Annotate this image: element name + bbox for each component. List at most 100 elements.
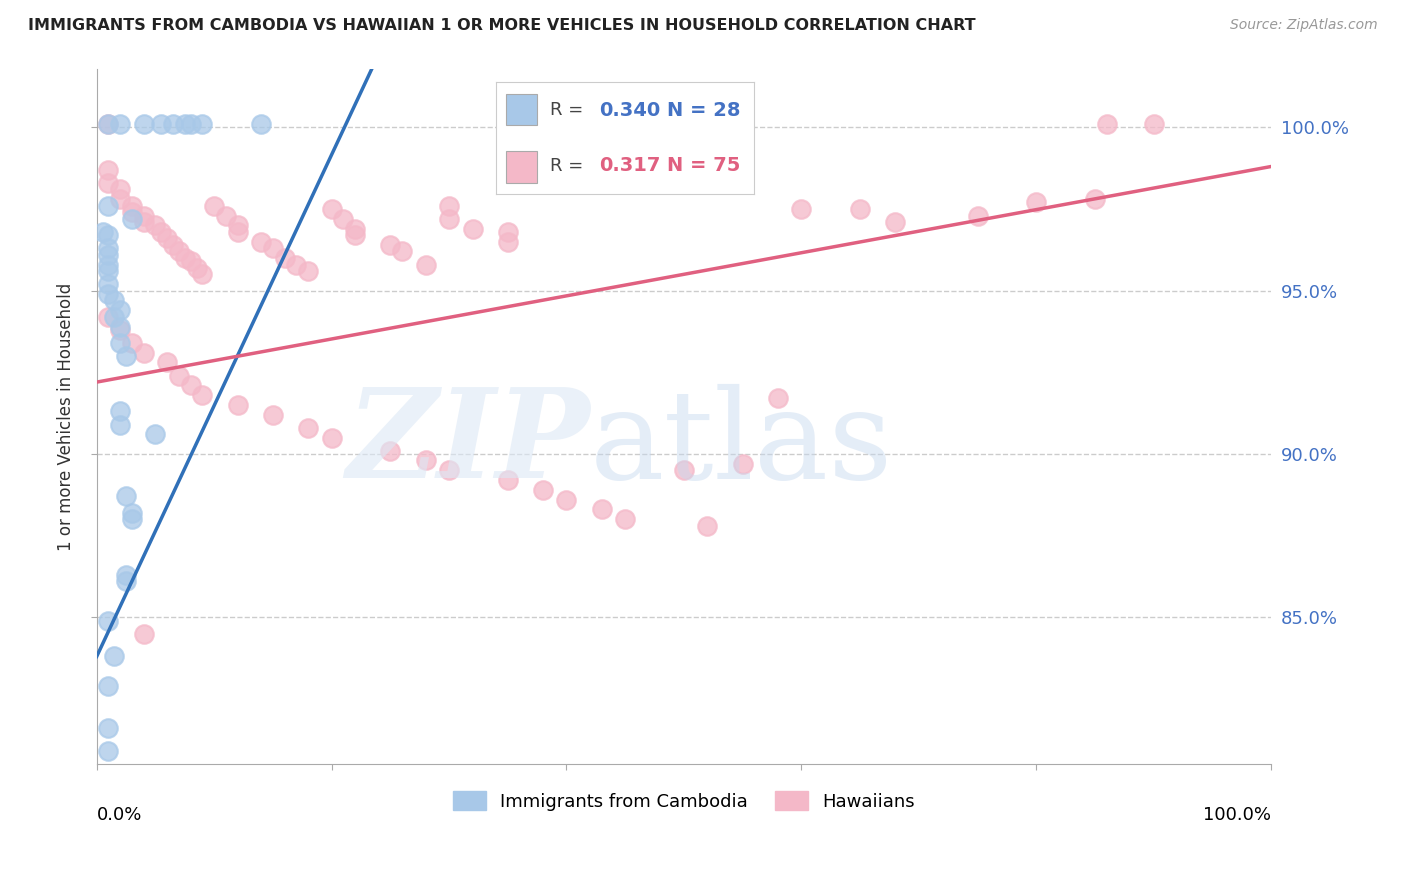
Point xyxy=(121,512,143,526)
Point xyxy=(97,248,120,262)
Point xyxy=(344,228,367,243)
Text: 100.0%: 100.0% xyxy=(1204,806,1271,824)
Point xyxy=(790,202,813,216)
Point xyxy=(1025,195,1047,210)
Point xyxy=(167,368,190,383)
Point xyxy=(391,244,413,259)
Point xyxy=(97,310,120,324)
Point xyxy=(496,473,519,487)
Point xyxy=(108,303,131,318)
Point xyxy=(150,117,173,131)
Point xyxy=(97,258,120,272)
Point xyxy=(297,421,319,435)
Point xyxy=(115,574,138,589)
Point xyxy=(672,463,695,477)
Point xyxy=(437,199,460,213)
Point xyxy=(162,117,184,131)
Point xyxy=(262,241,284,255)
Point xyxy=(173,251,195,265)
Point xyxy=(332,211,354,226)
Point xyxy=(202,199,225,213)
Point xyxy=(1143,117,1166,131)
Text: 0.0%: 0.0% xyxy=(97,806,142,824)
Point xyxy=(132,209,155,223)
Point xyxy=(766,392,789,406)
Point xyxy=(226,225,249,239)
Text: atlas: atlas xyxy=(591,384,893,505)
Point xyxy=(321,202,343,216)
Point xyxy=(173,117,195,131)
Point xyxy=(380,443,402,458)
Point xyxy=(121,335,143,350)
Point xyxy=(1084,192,1107,206)
Point xyxy=(121,205,143,219)
Point xyxy=(250,117,273,131)
Point xyxy=(250,235,273,249)
Point xyxy=(121,506,143,520)
Point xyxy=(108,182,131,196)
Point xyxy=(97,176,120,190)
Point xyxy=(415,258,437,272)
Point xyxy=(121,211,143,226)
Point xyxy=(103,293,125,308)
Point xyxy=(884,215,907,229)
Point xyxy=(285,258,308,272)
Point xyxy=(167,244,190,259)
Point xyxy=(115,567,138,582)
Point xyxy=(180,254,202,268)
Point xyxy=(103,649,125,664)
Point xyxy=(108,335,131,350)
Point xyxy=(321,431,343,445)
Point xyxy=(108,117,131,131)
Point xyxy=(461,221,484,235)
Point xyxy=(108,323,131,337)
Point xyxy=(591,502,613,516)
Point xyxy=(132,345,155,359)
Point xyxy=(344,221,367,235)
Point xyxy=(226,219,249,233)
Point xyxy=(180,378,202,392)
Point xyxy=(97,228,120,243)
Point xyxy=(849,202,872,216)
Point xyxy=(97,614,120,628)
Point xyxy=(437,463,460,477)
Point xyxy=(115,490,138,504)
Point xyxy=(555,492,578,507)
Text: IMMIGRANTS FROM CAMBODIA VS HAWAIIAN 1 OR MORE VEHICLES IN HOUSEHOLD CORRELATION: IMMIGRANTS FROM CAMBODIA VS HAWAIIAN 1 O… xyxy=(28,18,976,33)
Point xyxy=(191,268,214,282)
Point xyxy=(97,286,120,301)
Point xyxy=(97,199,120,213)
Point xyxy=(97,264,120,278)
Point xyxy=(273,251,295,265)
Point xyxy=(108,192,131,206)
Point xyxy=(97,117,120,131)
Point xyxy=(415,453,437,467)
Point xyxy=(731,457,754,471)
Point xyxy=(145,427,167,442)
Legend: Immigrants from Cambodia, Hawaiians: Immigrants from Cambodia, Hawaiians xyxy=(446,784,922,818)
Point xyxy=(97,241,120,255)
Point xyxy=(97,744,120,758)
Point xyxy=(191,117,214,131)
Point xyxy=(97,679,120,693)
Point xyxy=(91,225,114,239)
Point xyxy=(97,162,120,177)
Point xyxy=(108,404,131,418)
Point xyxy=(614,512,637,526)
Point xyxy=(1095,117,1118,131)
Point xyxy=(97,722,120,736)
Point xyxy=(966,209,988,223)
Point xyxy=(97,117,120,131)
Point xyxy=(180,117,202,131)
Point xyxy=(226,398,249,412)
Point xyxy=(696,518,718,533)
Point xyxy=(156,231,179,245)
Point xyxy=(162,238,184,252)
Point xyxy=(132,117,155,131)
Point xyxy=(186,260,208,275)
Point xyxy=(145,219,167,233)
Point xyxy=(108,417,131,432)
Point xyxy=(380,238,402,252)
Point xyxy=(531,483,554,497)
Point xyxy=(121,199,143,213)
